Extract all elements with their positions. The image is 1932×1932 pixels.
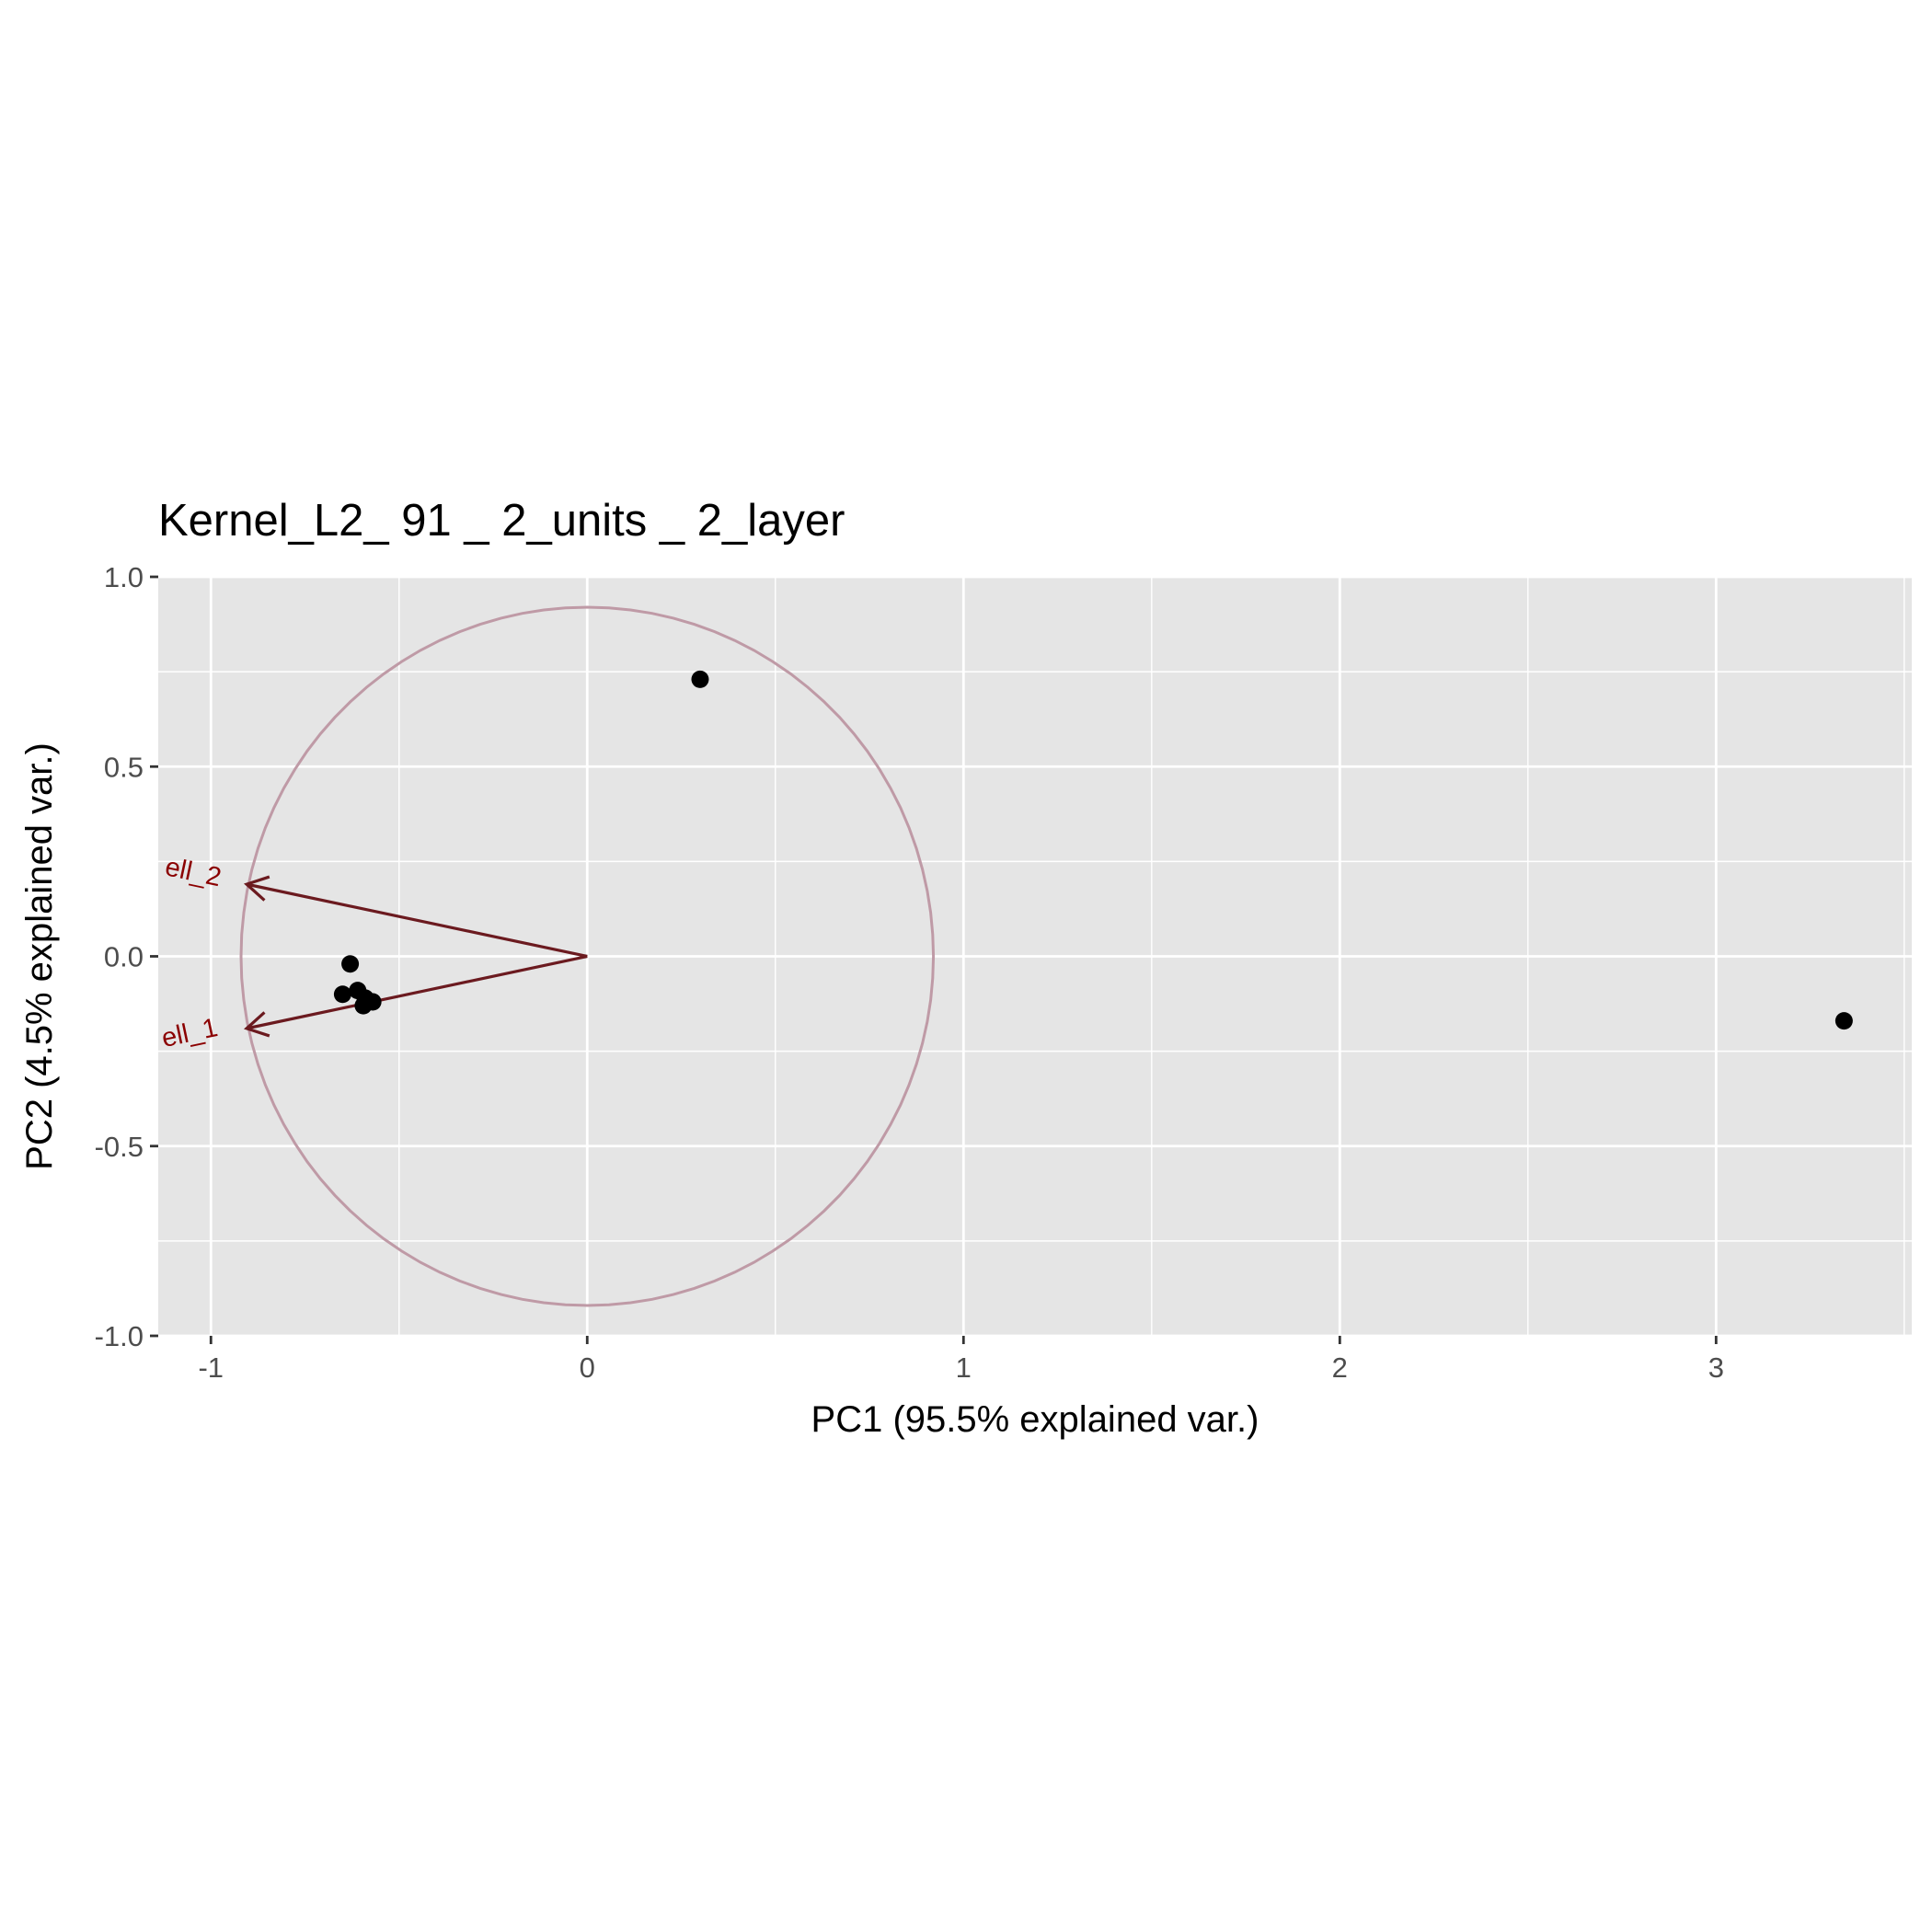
y-tick-label: 0.5 [104,751,144,783]
data-point [691,670,709,688]
x-axis: -1 0 1 2 3 [198,1336,1724,1384]
loading-arrow-ell_2 [246,882,588,959]
y-tick-label: 0.0 [104,941,144,973]
data-point [1834,1012,1853,1030]
x-tick-label: -1 [198,1351,224,1384]
x-tick-label: 2 [1332,1351,1348,1384]
scatter-points [333,670,1853,1030]
y-axis: -1.0 -0.5 0.0 0.5 1.0 [95,561,158,1352]
x-tick-label: 0 [580,1351,595,1384]
arrowhead-ell_2 [243,875,270,902]
chart-title: Kernel_L2_ 91 _ 2_units _ 2_layer [158,496,845,546]
arrowhead-ell_1 [243,1011,270,1038]
correlation-circle-layer [239,605,936,1307]
data-point [341,955,360,973]
y-tick-label: 1.0 [104,561,144,593]
x-tick-label: 1 [956,1351,972,1384]
correlation-circle [239,605,936,1307]
x-tick-label: 3 [1708,1351,1724,1384]
y-axis-title: PC2 (4.5% explained var.) [19,742,60,1170]
data-point [333,985,351,1004]
y-tick-label: -1.0 [95,1320,144,1352]
data-point [354,996,373,1015]
y-tick-label: -0.5 [95,1131,144,1163]
loading-arrow-ell_1 [246,954,588,1030]
x-axis-title: PC1 (95.5% explained var.) [811,1399,1259,1440]
